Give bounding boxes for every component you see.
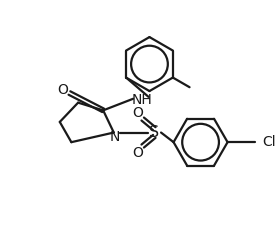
- Text: N: N: [110, 130, 120, 144]
- Text: O: O: [132, 146, 143, 160]
- Text: O: O: [132, 106, 143, 120]
- Text: S: S: [149, 125, 159, 140]
- Text: O: O: [57, 83, 68, 97]
- Text: NH: NH: [131, 93, 152, 107]
- Text: Cl: Cl: [262, 135, 276, 149]
